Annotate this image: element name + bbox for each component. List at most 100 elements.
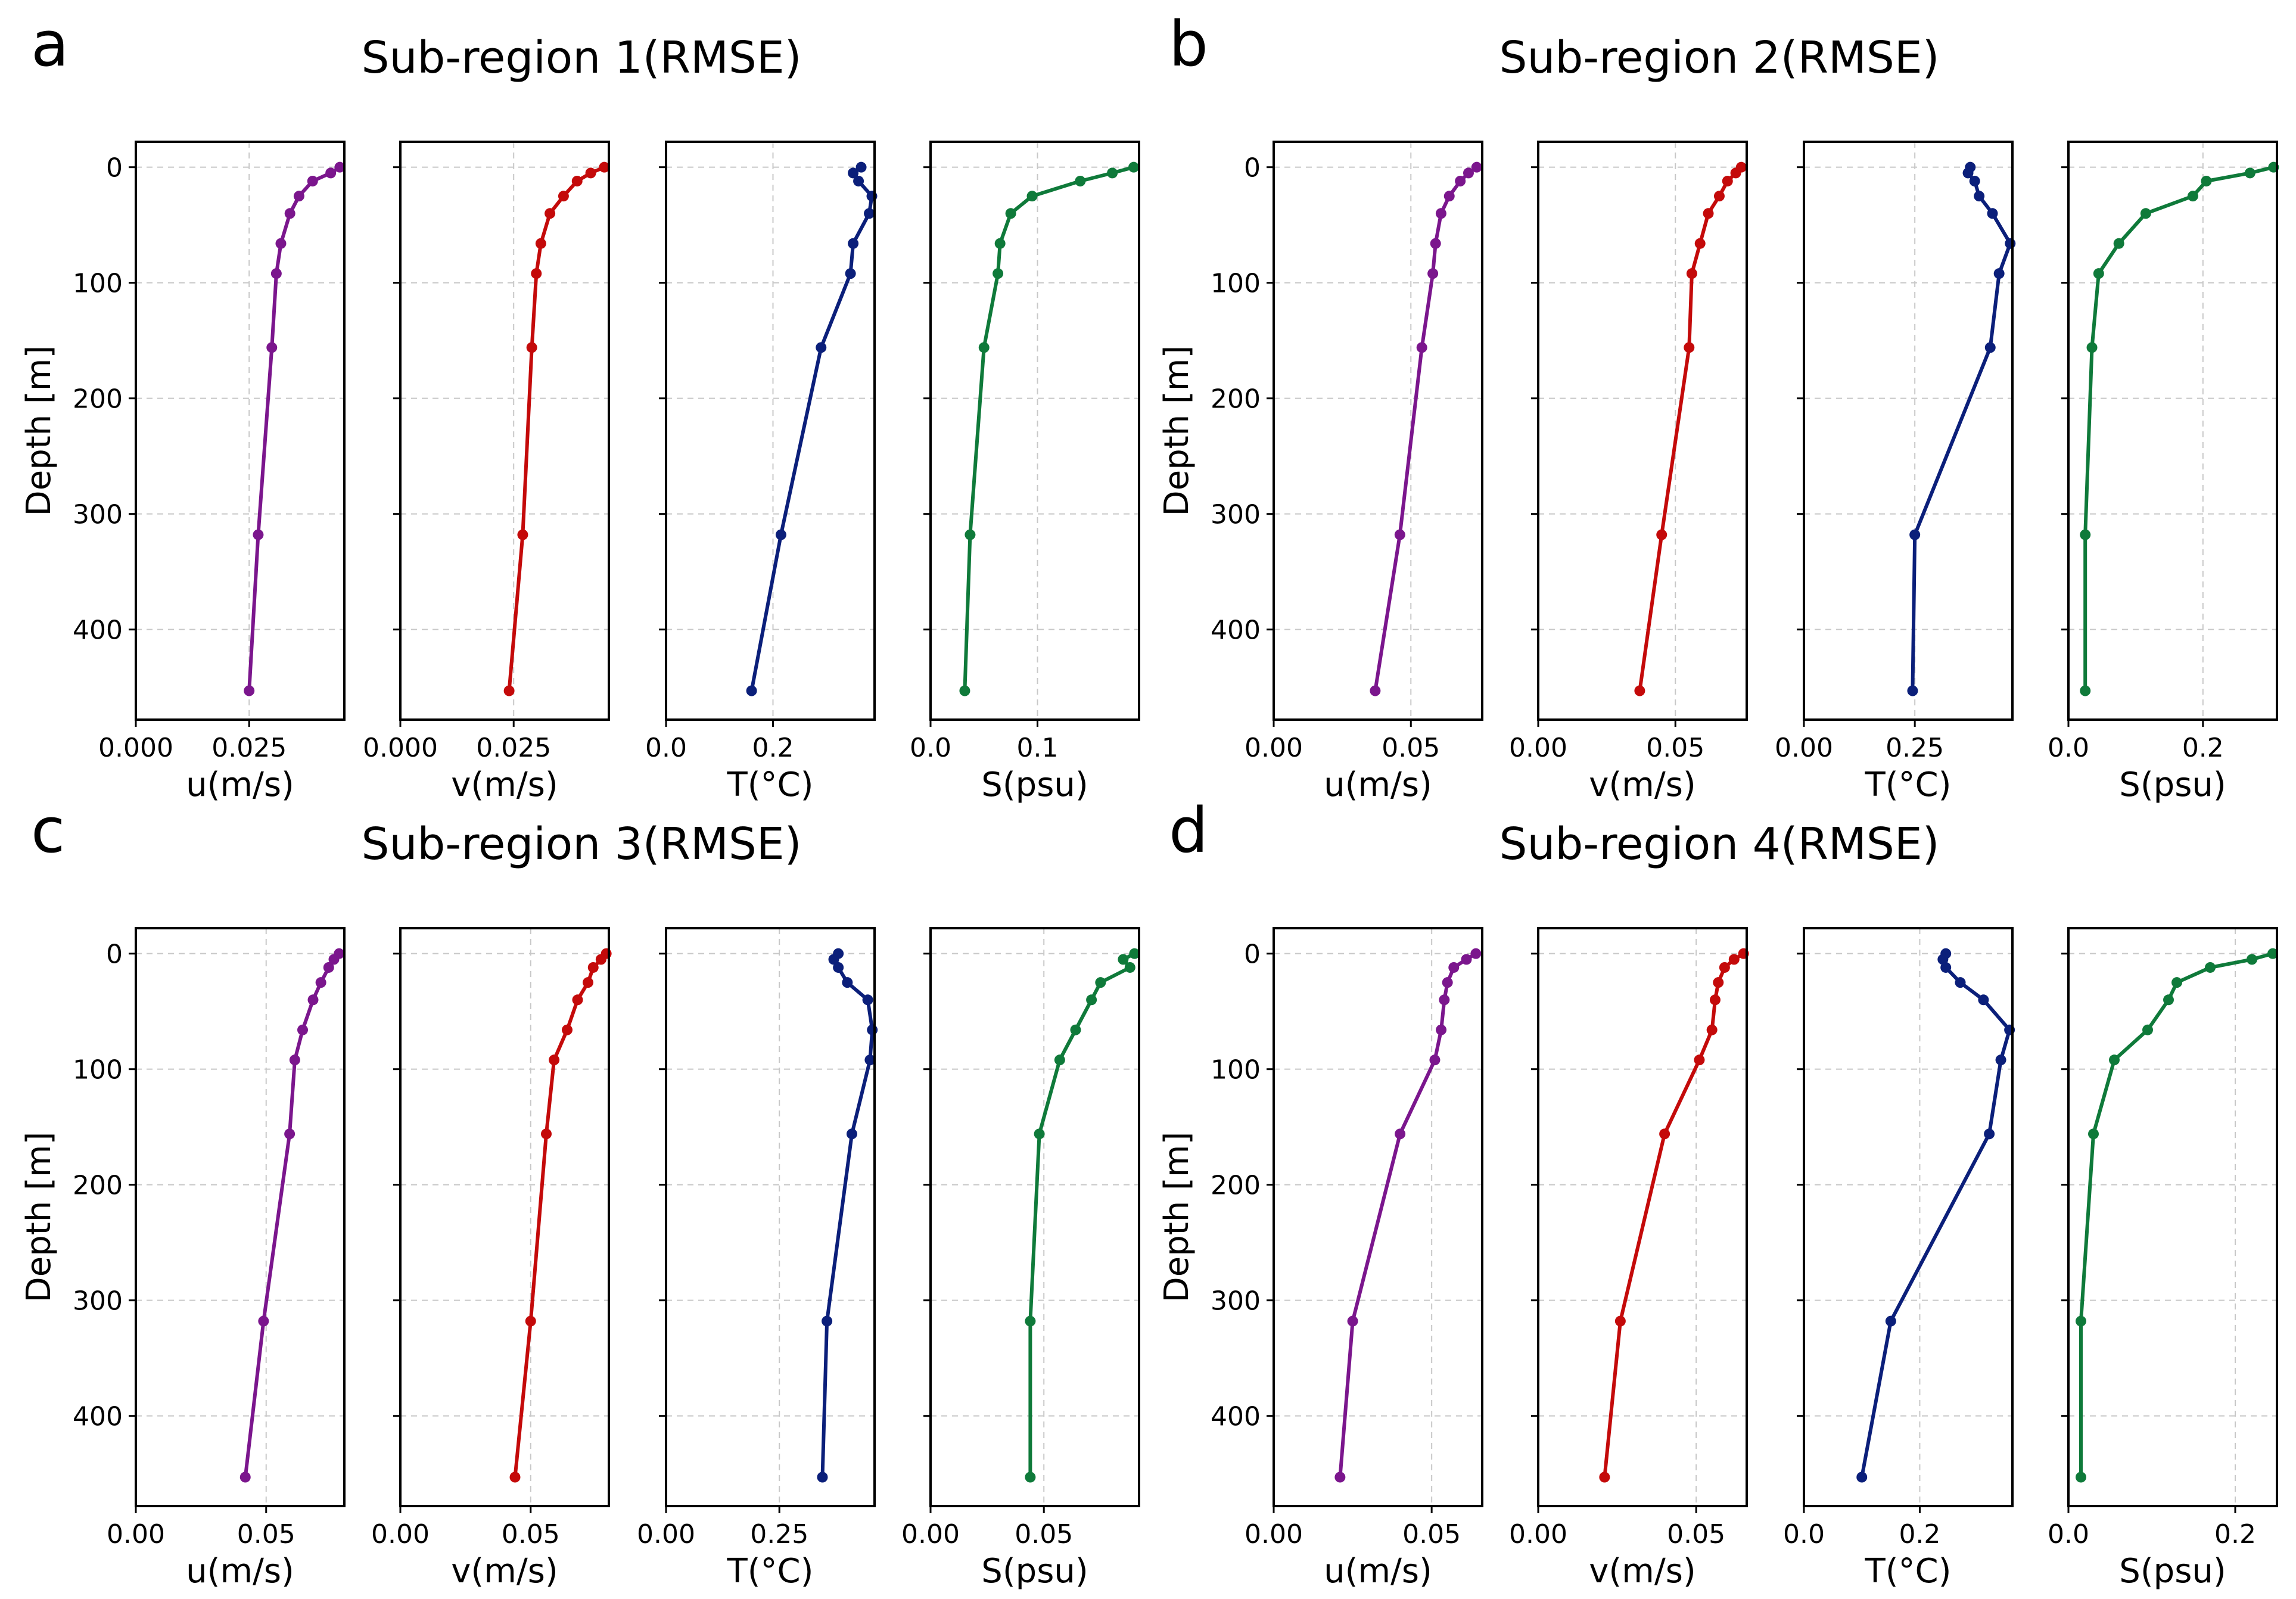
data-point-T xyxy=(1885,1315,1896,1327)
data-point-v xyxy=(531,268,542,279)
data-point-T xyxy=(816,342,827,353)
data-point-u xyxy=(289,1054,300,1066)
axes-frame xyxy=(929,927,1140,1507)
depth-tick-label: 0 xyxy=(1244,153,1261,183)
data-point-S xyxy=(965,529,976,540)
data-point-T xyxy=(853,175,864,186)
data-point-S xyxy=(2244,167,2255,179)
depth-tick-label: 400 xyxy=(1211,615,1261,646)
data-point-T xyxy=(1984,342,1996,353)
x-axis-label: v(m/s) xyxy=(1589,1552,1695,1591)
data-point-S xyxy=(1129,948,1140,959)
panel-d: d Sub-region 4(RMSE) Depth [m] 0 100 200 300 40… xyxy=(1158,794,2278,1591)
x-tick-label: 0.025 xyxy=(476,733,551,763)
data-point-v xyxy=(1703,208,1714,219)
axes-frame xyxy=(2067,141,2278,721)
x-tick-label: 0.00 xyxy=(1245,733,1303,763)
series-line-u xyxy=(247,166,341,691)
data-point-T xyxy=(1984,1128,1995,1140)
data-point-u xyxy=(258,1315,269,1327)
data-point-v xyxy=(562,1024,573,1035)
data-point-S xyxy=(2205,962,2216,973)
x-tick-label: 0.000 xyxy=(363,733,438,763)
x-tick-label: 0.2 xyxy=(752,733,794,763)
data-point-T xyxy=(746,685,757,696)
data-point-S xyxy=(1107,167,1118,179)
data-point-S xyxy=(2093,268,2104,279)
chart-b-T: 0.00 0.25T(°C) xyxy=(1775,141,2016,804)
x-axis-label: T(°C) xyxy=(726,1552,813,1591)
panel-letter: c xyxy=(31,794,65,867)
data-point-v xyxy=(535,238,546,249)
data-point-u xyxy=(1461,954,1472,965)
x-axis-label: T(°C) xyxy=(1864,766,1951,804)
data-point-S xyxy=(2142,1024,2153,1035)
x-tick-label: 0.00 xyxy=(1775,733,1833,763)
data-point-S xyxy=(1128,161,1140,173)
panel-b: b Sub-region 2(RMSE) Depth [m] 0 100 200 300 40… xyxy=(1158,8,2279,804)
data-point-u xyxy=(1443,191,1455,202)
depth-tick-label: 300 xyxy=(73,500,123,530)
data-point-u xyxy=(275,238,287,249)
data-point-u xyxy=(1435,208,1446,219)
data-point-v xyxy=(1709,994,1721,1006)
data-point-T xyxy=(867,1024,878,1035)
data-point-u xyxy=(266,342,278,353)
x-axis-label: v(m/s) xyxy=(1589,766,1695,804)
x-axis-label: S(psu) xyxy=(2119,1552,2226,1591)
data-point-u xyxy=(325,167,337,179)
x-tick-label: 0.0 xyxy=(1783,1519,1825,1550)
data-point-v xyxy=(517,529,528,540)
data-point-v xyxy=(1706,1024,1718,1035)
data-point-T xyxy=(862,994,873,1006)
data-point-u xyxy=(1416,342,1427,353)
depth-tick-label: 200 xyxy=(1211,1171,1261,1201)
data-point-S xyxy=(1124,962,1135,973)
series-line-u xyxy=(243,952,341,1477)
series-line-v xyxy=(507,165,605,691)
depth-tick-label: 200 xyxy=(73,1171,123,1201)
data-point-T xyxy=(1978,994,1989,1006)
data-point-T xyxy=(842,977,853,988)
data-point-T xyxy=(1937,954,1949,965)
series-line-T xyxy=(1911,166,2012,691)
x-tick-label: 0.25 xyxy=(750,1519,808,1550)
data-point-u xyxy=(239,1472,251,1483)
data-point-S xyxy=(978,342,990,353)
depth-tick-label: 300 xyxy=(1211,500,1261,530)
chart-c-v: 0.00 0.05v(m/s) xyxy=(371,927,612,1591)
data-point-S xyxy=(2140,208,2151,219)
chart-a-T: 0.0 0.2T(°C) xyxy=(645,141,878,804)
data-point-u xyxy=(1394,529,1405,540)
data-point-T xyxy=(1940,962,1952,973)
chart-c-u: 0 100 200 300 400 0.00 0.05u(m/s) xyxy=(73,927,346,1591)
x-tick-label: 0.25 xyxy=(1886,733,1944,763)
data-point-S xyxy=(1034,1128,1045,1140)
chart-d-u: 0 100 200 300 400 0.00 0.05u(m/s) xyxy=(1211,927,1483,1591)
data-point-u xyxy=(1430,238,1441,249)
chart-c-S: 0.00 0.05S(psu) xyxy=(901,927,1140,1591)
data-point-v xyxy=(1659,1128,1670,1140)
depth-tick-label: 0 xyxy=(106,940,123,970)
panel-title: Sub-region 3(RMSE) xyxy=(362,819,802,870)
data-point-v xyxy=(503,685,515,696)
chart-b-u: 0 100 200 300 400 0.00 0.05u(m/s) xyxy=(1211,141,1483,804)
data-point-v xyxy=(1599,1472,1610,1483)
data-point-v xyxy=(549,1054,560,1066)
x-tick-label: 0.1 xyxy=(1016,733,1058,763)
data-point-S xyxy=(1005,208,1016,219)
data-point-v xyxy=(1686,268,1697,279)
data-point-u xyxy=(284,1128,295,1140)
chart-d-T: 0.0 0.2T(°C) xyxy=(1783,927,2015,1591)
data-point-v xyxy=(1656,529,1667,540)
data-point-v xyxy=(599,161,610,173)
series-line-S xyxy=(1028,952,1135,1477)
data-point-S xyxy=(2086,342,2098,353)
data-point-T xyxy=(1987,208,1998,219)
data-point-S xyxy=(2080,529,2091,540)
depth-tick-label: 100 xyxy=(73,269,123,299)
data-point-u xyxy=(1427,268,1439,279)
series-line-u xyxy=(1373,166,1478,691)
data-point-S xyxy=(1118,954,1129,965)
